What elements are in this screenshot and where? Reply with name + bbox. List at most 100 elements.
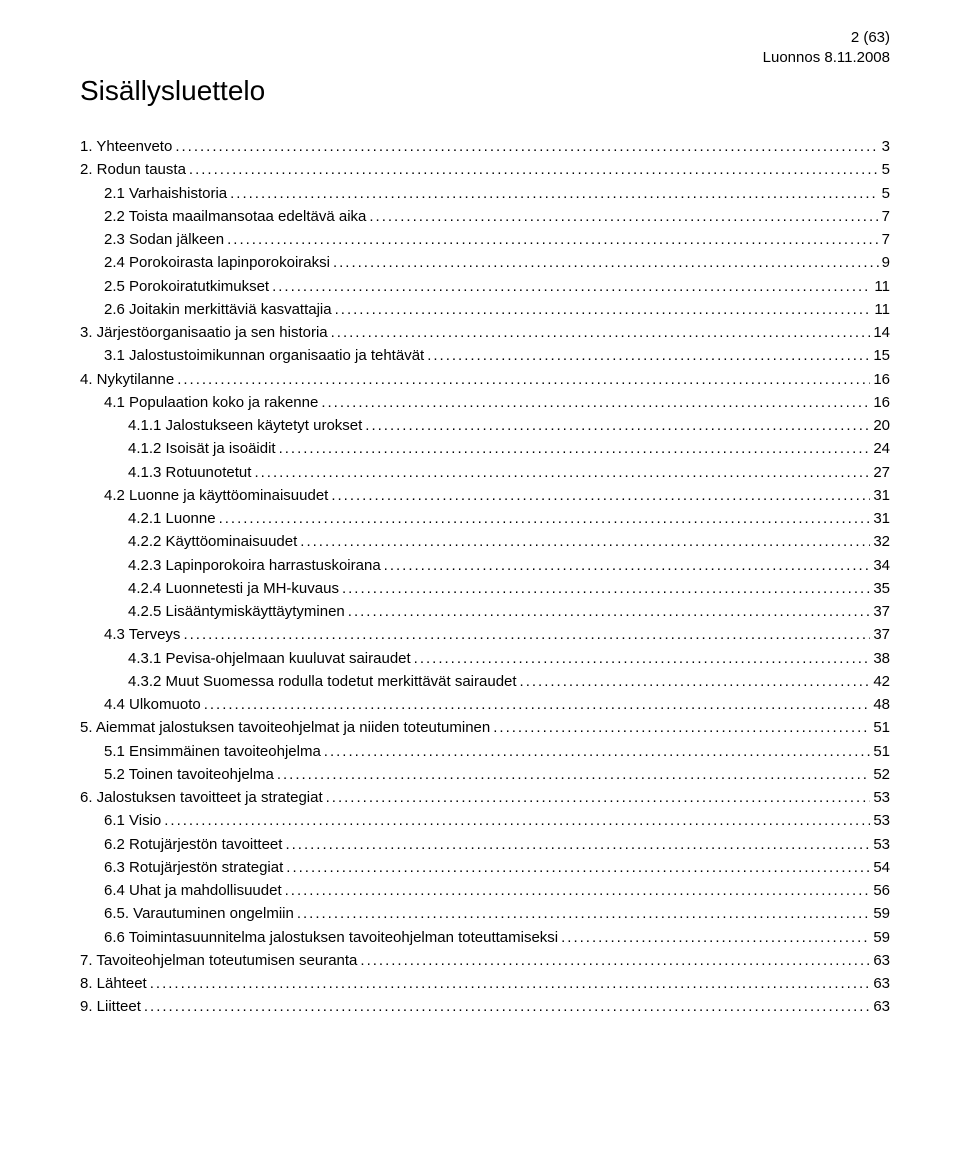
toc-entry-page: 31 [873, 507, 890, 530]
toc-leader-dots [277, 763, 870, 786]
toc-leader-dots [230, 182, 879, 205]
toc-entry-label: 2.4 Porokoirasta lapinporokoiraksi [104, 251, 330, 274]
toc-entry-page: 48 [873, 693, 890, 716]
toc-entry: 4.1.1 Jalostukseen käytetyt urokset20 [80, 414, 890, 437]
toc-entry: 5.2 Toinen tavoiteohjelma52 [80, 763, 890, 786]
toc-entry-page: 35 [873, 577, 890, 600]
toc-leader-dots [331, 321, 871, 344]
toc-entry: 4.2.4 Luonnetesti ja MH-kuvaus 35 [80, 577, 890, 600]
toc-leader-dots [520, 670, 871, 693]
toc-leader-dots [493, 716, 870, 739]
toc-entry-page: 11 [874, 275, 890, 298]
toc-entry-label: 2.6 Joitakin merkittäviä kasvattajia [104, 298, 332, 321]
toc-entry: 6.3 Rotujärjestön strategiat54 [80, 856, 890, 879]
toc-entry: 5.1 Ensimmäinen tavoiteohjelma51 [80, 740, 890, 763]
toc-leader-dots [183, 623, 870, 646]
toc-entry: 4.3.1 Pevisa-ohjelmaan kuuluvat sairaude… [80, 647, 890, 670]
toc-entry-page: 14 [873, 321, 890, 344]
toc-leader-dots [326, 786, 871, 809]
toc-leader-dots [144, 995, 870, 1018]
toc-entry-page: 16 [873, 391, 890, 414]
toc-entry-label: 6.1 Visio [104, 809, 161, 832]
toc-entry-label: 2. Rodun tausta [80, 158, 186, 181]
toc-entry-page: 63 [873, 972, 890, 995]
toc-entry-label: 4.1.3 Rotuunotetut [128, 461, 251, 484]
toc-entry: 2.6 Joitakin merkittäviä kasvattajia 11 [80, 298, 890, 321]
toc-entry-page: 59 [873, 926, 890, 949]
toc-entry-label: 6.4 Uhat ja mahdollisuudet [104, 879, 282, 902]
toc-leader-dots [427, 344, 870, 367]
toc-entry-label: 4.2.5 Lisääntymiskäyttäytyminen [128, 600, 345, 623]
toc-leader-dots [285, 833, 870, 856]
toc-leader-dots [189, 158, 879, 181]
toc-entry-page: 56 [873, 879, 890, 902]
toc-leader-dots [561, 926, 870, 949]
toc-entry: 4.3 Terveys37 [80, 623, 890, 646]
toc-entry: 4. Nykytilanne16 [80, 368, 890, 391]
toc-entry-page: 42 [873, 670, 890, 693]
toc-entry-label: 4.2.3 Lapinporokoira harrastuskoirana [128, 554, 381, 577]
toc-entry-label: 5. Aiemmat jalostuksen tavoiteohjelmat j… [80, 716, 490, 739]
toc-leader-dots [286, 856, 870, 879]
toc-leader-dots [285, 879, 871, 902]
toc-entry-page: 53 [873, 786, 890, 809]
toc-leader-dots [177, 368, 870, 391]
toc-entry: 4.3.2 Muut Suomessa rodulla todetut merk… [80, 670, 890, 693]
toc-entry-page: 59 [873, 902, 890, 925]
toc-entry-label: 4.2.2 Käyttöominaisuudet [128, 530, 297, 553]
toc-entry: 2.3 Sodan jälkeen7 [80, 228, 890, 251]
toc-entry-label: 7. Tavoiteohjelman toteutumisen seuranta [80, 949, 357, 972]
toc-list: 1. Yhteenveto32. Rodun tausta52.1 Varhai… [80, 135, 890, 1019]
toc-entry: 3. Järjestöorganisaatio ja sen historia1… [80, 321, 890, 344]
toc-leader-dots [297, 902, 870, 925]
toc-leader-dots [335, 298, 872, 321]
toc-title: Sisällysluettelo [80, 75, 890, 107]
toc-entry: 4.2 Luonne ja käyttöominaisuudet 31 [80, 484, 890, 507]
toc-entry-page: 63 [873, 995, 890, 1018]
toc-leader-dots [331, 484, 870, 507]
toc-entry: 9. Liitteet63 [80, 995, 890, 1018]
toc-entry: 2. Rodun tausta5 [80, 158, 890, 181]
toc-entry-page: 15 [873, 344, 890, 367]
toc-entry: 2.4 Porokoirasta lapinporokoiraksi 9 [80, 251, 890, 274]
toc-entry-label: 6.2 Rotujärjestön tavoitteet [104, 833, 282, 856]
toc-entry-label: 3.1 Jalostustoimikunnan organisaatio ja … [104, 344, 424, 367]
toc-entry-label: 2.5 Porokoiratutkimukset [104, 275, 269, 298]
toc-entry: 6.4 Uhat ja mahdollisuudet 56 [80, 879, 890, 902]
toc-leader-dots [204, 693, 871, 716]
toc-entry-label: 6. Jalostuksen tavoitteet ja strategiat [80, 786, 323, 809]
toc-leader-dots [272, 275, 871, 298]
toc-entry-page: 52 [873, 763, 890, 786]
toc-entry-label: 4.2 Luonne ja käyttöominaisuudet [104, 484, 328, 507]
toc-entry-page: 51 [873, 716, 890, 739]
toc-leader-dots [333, 251, 879, 274]
toc-entry: 2.2 Toista maailmansotaa edeltävä aika7 [80, 205, 890, 228]
toc-entry-label: 1. Yhteenveto [80, 135, 172, 158]
toc-entry-label: 4.2.4 Luonnetesti ja MH-kuvaus [128, 577, 339, 600]
toc-entry-page: 27 [873, 461, 890, 484]
toc-entry-page: 11 [874, 298, 890, 321]
toc-entry-label: 4.3.1 Pevisa-ohjelmaan kuuluvat sairaude… [128, 647, 411, 670]
toc-leader-dots [360, 949, 870, 972]
toc-leader-dots [254, 461, 870, 484]
toc-leader-dots [384, 554, 871, 577]
toc-entry: 8. Lähteet63 [80, 972, 890, 995]
toc-leader-dots [175, 135, 878, 158]
toc-leader-dots [227, 228, 879, 251]
toc-entry-page: 32 [873, 530, 890, 553]
toc-entry-page: 31 [873, 484, 890, 507]
toc-entry-label: 4.3.2 Muut Suomessa rodulla todetut merk… [128, 670, 517, 693]
draft-line: Luonnos 8.11.2008 [80, 48, 890, 68]
toc-entry-label: 4.4 Ulkomuoto [104, 693, 201, 716]
toc-entry-label: 6.6 Toimintasuunnitelma jalostuksen tavo… [104, 926, 558, 949]
toc-entry-label: 4.3 Terveys [104, 623, 180, 646]
toc-leader-dots [414, 647, 871, 670]
toc-entry: 2.1 Varhaishistoria5 [80, 182, 890, 205]
toc-leader-dots [279, 437, 871, 460]
toc-entry: 6.5. Varautuminen ongelmiin59 [80, 902, 890, 925]
toc-leader-dots [342, 577, 870, 600]
toc-leader-dots [150, 972, 871, 995]
toc-entry-page: 34 [873, 554, 890, 577]
toc-entry-page: 9 [882, 251, 890, 274]
toc-entry-page: 53 [873, 809, 890, 832]
